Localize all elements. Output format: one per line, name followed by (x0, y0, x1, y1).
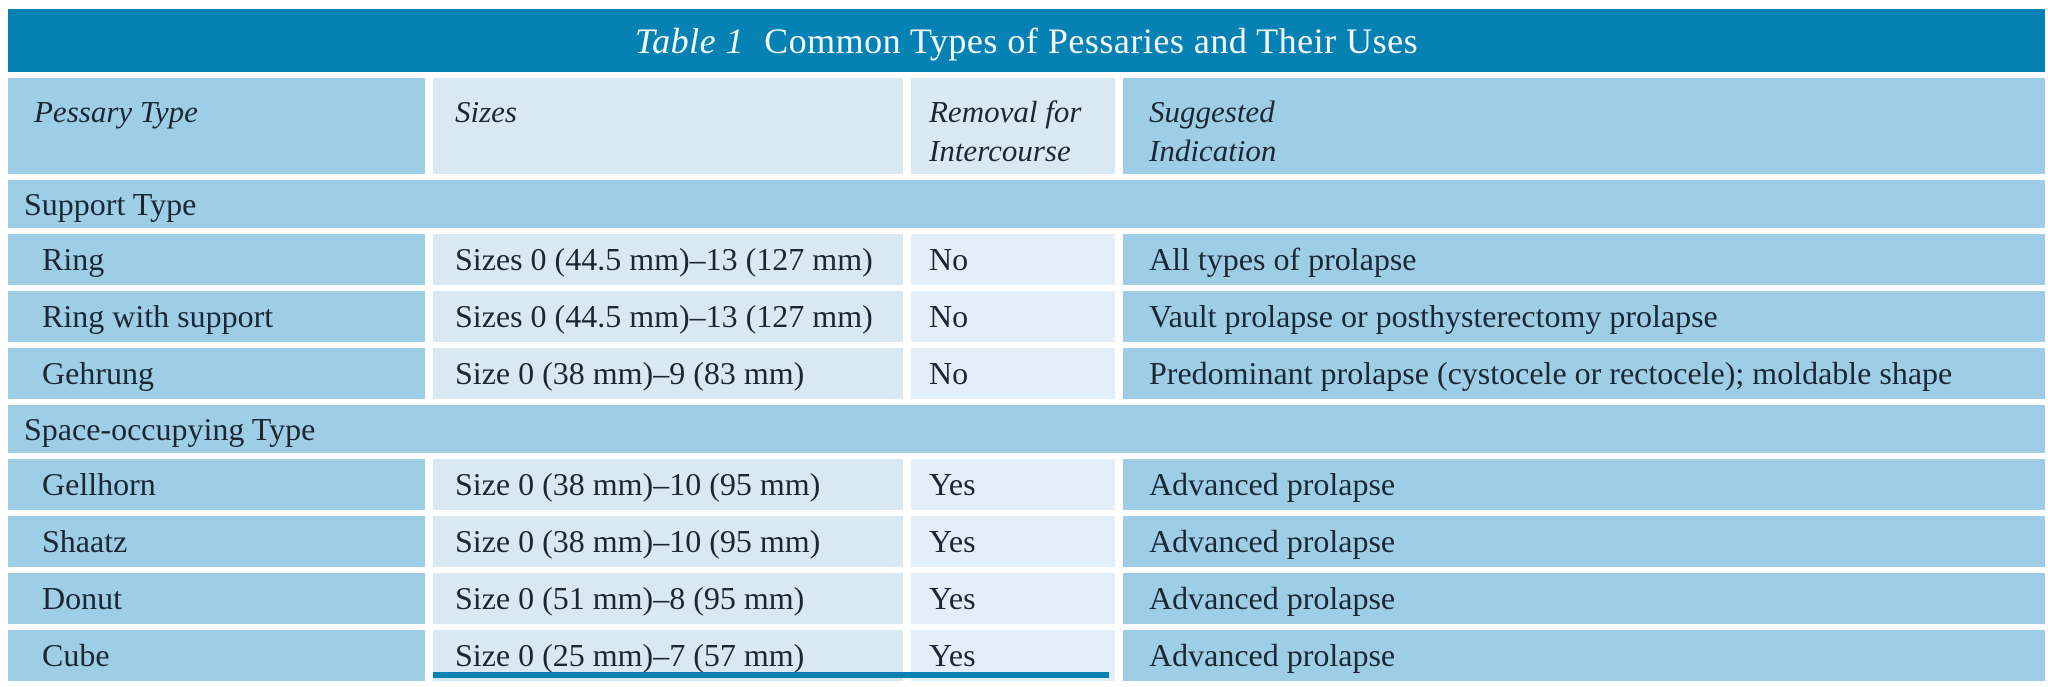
cell-text: Advanced prolapse (1149, 637, 1396, 673)
removal-cell: No (911, 234, 1115, 285)
cell-text: No (929, 298, 969, 334)
cell-text: Sizes 0 (44.5 mm)–13 (127 mm) (455, 298, 873, 334)
indication-cell: Predominant prolapse (cystocele or recto… (1123, 348, 2045, 399)
cell-text: All types of prolapse (1149, 241, 1417, 277)
column-header-pessary-type: Pessary Type (8, 78, 425, 174)
pessary-type-cell: Ring with support (8, 291, 425, 342)
column-header-label-line1: Suggested (1149, 94, 1275, 129)
table-row-ring: Ring Sizes 0 (44.5 mm)–13 (127 mm) No Al… (8, 234, 2045, 285)
indication-cell: All types of prolapse (1123, 234, 2045, 285)
column-header-label-line1: Removal for (929, 94, 1082, 129)
bottom-accent-line (433, 672, 1109, 678)
sizes-cell: Sizes 0 (44.5 mm)–13 (127 mm) (433, 234, 903, 285)
table-title: Common Types of Pessaries and Their Uses (764, 20, 1419, 61)
cell-text: Yes (929, 637, 976, 673)
pessary-type-cell: Donut (8, 573, 425, 624)
pessary-type-cell: Shaatz (8, 516, 425, 567)
indication-cell: Advanced prolapse (1123, 573, 2045, 624)
cell-text: Yes (929, 580, 976, 616)
sizes-cell: Size 0 (38 mm)–10 (95 mm) (433, 459, 903, 510)
column-header-label-line2: Indication (1149, 133, 1277, 168)
column-header-suggested-indication: Suggested Indication (1123, 78, 2045, 174)
table-row-gehrung: Gehrung Size 0 (38 mm)–9 (83 mm) No Pred… (8, 348, 2045, 399)
sizes-cell: Size 0 (38 mm)–9 (83 mm) (433, 348, 903, 399)
removal-cell: Yes (911, 459, 1115, 510)
cell-text: Size 0 (38 mm)–10 (95 mm) (455, 466, 821, 502)
table-row-shaatz: Shaatz Size 0 (38 mm)–10 (95 mm) Yes Adv… (8, 516, 2045, 567)
cell-text: Donut (42, 580, 122, 616)
cell-text: Advanced prolapse (1149, 523, 1396, 559)
cell-text: Size 0 (51 mm)–8 (95 mm) (455, 580, 805, 616)
indication-cell: Vault prolapse or posthysterectomy prola… (1123, 291, 2045, 342)
table-title-bar: Table 1 Common Types of Pessaries and Th… (8, 9, 2045, 72)
sizes-cell: Size 0 (51 mm)–8 (95 mm) (433, 573, 903, 624)
pessary-type-cell: Gellhorn (8, 459, 425, 510)
pessary-type-cell: Gehrung (8, 348, 425, 399)
cell-text: Size 0 (38 mm)–10 (95 mm) (455, 523, 821, 559)
table-row-gellhorn: Gellhorn Size 0 (38 mm)–10 (95 mm) Yes A… (8, 459, 2045, 510)
cell-text: Sizes 0 (44.5 mm)–13 (127 mm) (455, 241, 873, 277)
pessary-type-cell: Cube (8, 630, 425, 681)
cell-text: Ring with support (42, 298, 274, 334)
removal-cell: Yes (911, 516, 1115, 567)
column-header-label-line2: Intercourse (929, 133, 1071, 168)
cell-text: Size 0 (38 mm)–9 (83 mm) (455, 355, 805, 391)
removal-cell: Yes (911, 573, 1115, 624)
removal-cell: No (911, 348, 1115, 399)
cell-text: Predominant prolapse (cystocele or recto… (1149, 355, 1953, 391)
header-row: Pessary Type Sizes Removal for Intercour… (8, 78, 2045, 174)
column-header-label: Pessary Type (34, 94, 198, 129)
section-header-row-support-type: Support Type (8, 180, 2045, 228)
cell-text: Ring (42, 241, 105, 277)
removal-cell: No (911, 291, 1115, 342)
cell-text: No (929, 355, 969, 391)
pessary-type-cell: Ring (8, 234, 425, 285)
sizes-cell: Size 0 (38 mm)–10 (95 mm) (433, 516, 903, 567)
cell-text: Vault prolapse or posthysterectomy prola… (1149, 298, 1718, 334)
sizes-cell: Sizes 0 (44.5 mm)–13 (127 mm) (433, 291, 903, 342)
cell-text: Gellhorn (42, 466, 156, 502)
indication-cell: Advanced prolapse (1123, 630, 2045, 681)
column-header-removal-for-intercourse: Removal for Intercourse (911, 78, 1115, 174)
section-label: Space-occupying Type (24, 410, 316, 447)
table-number: Table 1 (634, 20, 745, 61)
pessary-table: Table 1 Common Types of Pessaries and Th… (8, 9, 2045, 687)
cell-text: Yes (929, 466, 976, 502)
cell-text: Advanced prolapse (1149, 466, 1396, 502)
cell-text: Yes (929, 523, 976, 559)
cell-text: Gehrung (42, 355, 154, 391)
indication-cell: Advanced prolapse (1123, 459, 2045, 510)
cell-text: Cube (42, 637, 110, 673)
section-label: Support Type (24, 185, 197, 222)
column-header-label: Sizes (455, 94, 517, 129)
cell-text: Shaatz (42, 523, 128, 559)
indication-cell: Advanced prolapse (1123, 516, 2045, 567)
cell-text: No (929, 241, 969, 277)
column-header-sizes: Sizes (433, 78, 903, 174)
cell-text: Advanced prolapse (1149, 580, 1396, 616)
section-header-row-space-occupying-type: Space-occupying Type (8, 405, 2045, 453)
table-row-donut: Donut Size 0 (51 mm)–8 (95 mm) Yes Advan… (8, 573, 2045, 624)
table-row-ring-with-support: Ring with support Sizes 0 (44.5 mm)–13 (… (8, 291, 2045, 342)
cell-text: Size 0 (25 mm)–7 (57 mm) (455, 637, 805, 673)
